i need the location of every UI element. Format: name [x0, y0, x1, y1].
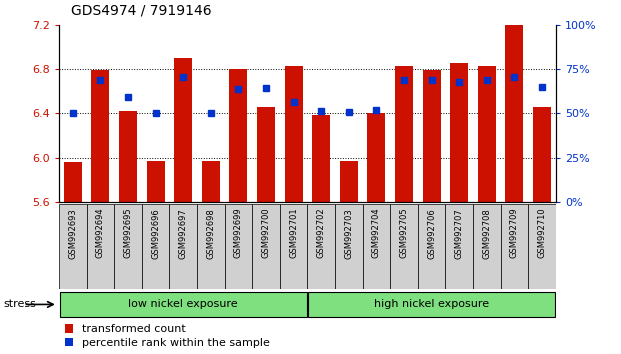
Text: GSM992703: GSM992703 — [344, 208, 353, 258]
Bar — [142, 204, 170, 289]
Bar — [528, 204, 556, 289]
Text: GSM992707: GSM992707 — [455, 208, 464, 258]
Bar — [473, 204, 501, 289]
Text: GSM992708: GSM992708 — [483, 208, 491, 258]
Bar — [91, 70, 109, 202]
Text: GSM992697: GSM992697 — [179, 208, 188, 258]
Bar — [533, 107, 551, 202]
Bar — [501, 204, 528, 289]
Text: stress: stress — [3, 299, 36, 309]
Bar — [229, 69, 247, 202]
Bar — [363, 204, 390, 289]
Bar — [225, 204, 252, 289]
Text: GSM992694: GSM992694 — [96, 208, 105, 258]
Text: GSM992706: GSM992706 — [427, 208, 436, 258]
Bar — [450, 63, 468, 202]
Text: GSM992696: GSM992696 — [151, 208, 160, 258]
Text: GSM992704: GSM992704 — [372, 208, 381, 258]
Text: GSM992705: GSM992705 — [399, 208, 409, 258]
Text: low nickel exposure: low nickel exposure — [129, 299, 238, 309]
Text: GSM992710: GSM992710 — [538, 208, 546, 258]
Text: GDS4974 / 7919146: GDS4974 / 7919146 — [71, 4, 212, 18]
Bar — [114, 204, 142, 289]
Bar — [423, 70, 440, 202]
Text: GSM992709: GSM992709 — [510, 208, 519, 258]
Text: GSM992693: GSM992693 — [68, 208, 77, 258]
Bar — [119, 111, 137, 202]
Text: GSM992702: GSM992702 — [317, 208, 325, 258]
Bar — [505, 25, 524, 202]
Bar — [59, 204, 86, 289]
Bar — [335, 204, 363, 289]
Bar — [60, 292, 307, 317]
Text: GSM992695: GSM992695 — [124, 208, 132, 258]
Text: GSM992700: GSM992700 — [261, 208, 271, 258]
Bar — [86, 204, 114, 289]
Bar — [252, 204, 280, 289]
Bar — [202, 161, 220, 202]
Bar — [175, 58, 192, 202]
Bar — [307, 204, 335, 289]
Bar — [390, 204, 418, 289]
Text: high nickel exposure: high nickel exposure — [374, 299, 489, 309]
Bar — [197, 204, 225, 289]
Text: GSM992698: GSM992698 — [206, 208, 215, 258]
Bar — [340, 161, 358, 202]
Bar — [308, 292, 555, 317]
Bar — [257, 107, 275, 202]
Bar — [395, 66, 413, 202]
Bar — [280, 204, 307, 289]
Bar — [478, 66, 496, 202]
Bar — [445, 204, 473, 289]
Bar — [170, 204, 197, 289]
Bar — [418, 204, 445, 289]
Text: GSM992701: GSM992701 — [289, 208, 298, 258]
Legend: transformed count, percentile rank within the sample: transformed count, percentile rank withi… — [65, 324, 270, 348]
Text: GSM992699: GSM992699 — [234, 208, 243, 258]
Bar — [147, 161, 165, 202]
Bar — [312, 115, 330, 202]
Bar — [64, 162, 82, 202]
Bar — [284, 66, 302, 202]
Bar — [368, 113, 386, 202]
